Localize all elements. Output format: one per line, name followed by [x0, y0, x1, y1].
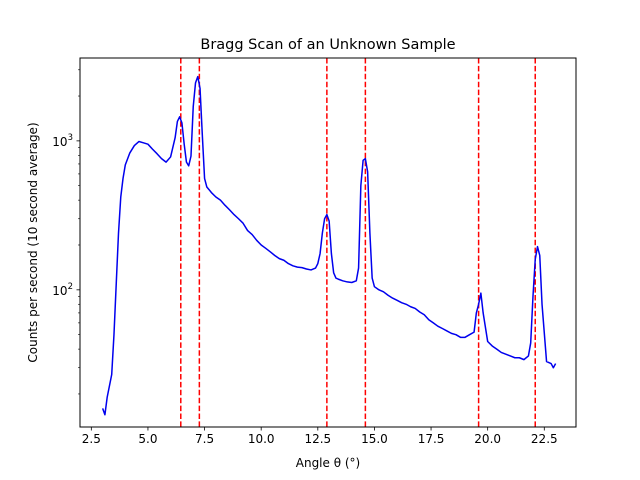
plot-frame	[79, 57, 577, 428]
y-axis-label: Counts per second (10 second average)	[26, 122, 40, 362]
x-tick-label: 20.0	[474, 432, 501, 446]
x-tick-label: 10.0	[248, 432, 275, 446]
series-line-0	[101, 75, 557, 416]
chart-title: Bragg Scan of an Unknown Sample	[200, 37, 455, 53]
x-axis-label: Angle θ (°)	[296, 456, 360, 470]
y-tick-label: 102	[52, 282, 73, 298]
x-tick-label: 7.5	[195, 432, 214, 446]
y-axis-ticks: 102 103	[52, 69, 80, 395]
x-axis-ticks: 2.5 5.0 7.5 10.0 12.5 15.0 17.5 20.0 22.5	[82, 427, 558, 446]
x-tick-label: 15.0	[361, 432, 388, 446]
x-tick-label: 22.5	[531, 432, 558, 446]
plot-area	[101, 58, 557, 427]
x-tick-label: 5.0	[138, 432, 157, 446]
x-tick-label: 17.5	[418, 432, 445, 446]
reference-lines	[180, 58, 536, 427]
x-tick-label: 12.5	[304, 432, 331, 446]
series-layer	[101, 75, 557, 416]
x-tick-label: 2.5	[82, 432, 101, 446]
y-tick-label: 103	[52, 133, 73, 149]
